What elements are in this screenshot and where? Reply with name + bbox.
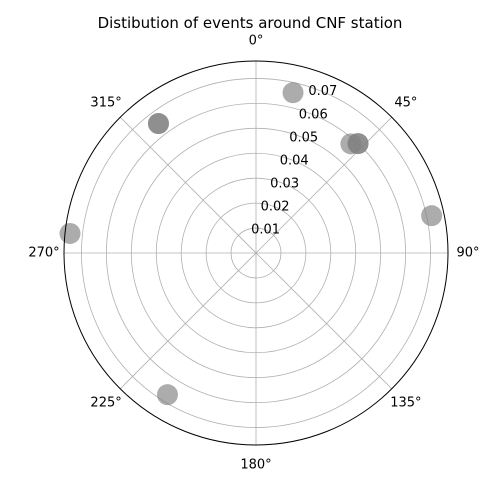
data-point [156,384,178,406]
data-point [147,113,169,135]
theta-tick-label: 135° [390,395,421,410]
polar-frame [63,60,449,446]
labels-layer: 0° 45° 90° 135° 180° 225° 270° 315° 0.01 0.02 0.03… [28,34,479,473]
r-tick-label: 0.04 [280,153,309,168]
theta-tick-label: 0° [249,34,264,49]
r-tick-label: 0.02 [261,199,290,214]
theta-grid-line [119,116,257,254]
points-layer [59,82,443,406]
r-tick-label: 0.01 [251,222,280,237]
r-tick-label: 0.06 [299,107,328,122]
theta-tick-label: 270° [28,246,59,261]
theta-grid-line [119,252,257,390]
data-point [59,222,81,244]
theta-tick-label: 225° [90,395,121,410]
theta-tick-label: 45° [394,96,417,111]
grid-layer [64,61,448,445]
theta-grid-line [255,116,393,254]
theta-tick-label: 315° [90,96,121,111]
theta-grid-line [255,252,393,390]
frame-layer [63,60,449,446]
data-point [421,205,443,227]
r-tick-label: 0.07 [308,84,337,99]
data-point [347,133,369,155]
data-point [282,82,304,104]
theta-tick-label: 180° [240,458,271,473]
chart-title: Distibution of events around CNF station [97,14,403,32]
theta-tick-label: 90° [456,246,479,261]
r-tick-label: 0.05 [289,130,318,145]
r-tick-label: 0.03 [270,176,299,191]
